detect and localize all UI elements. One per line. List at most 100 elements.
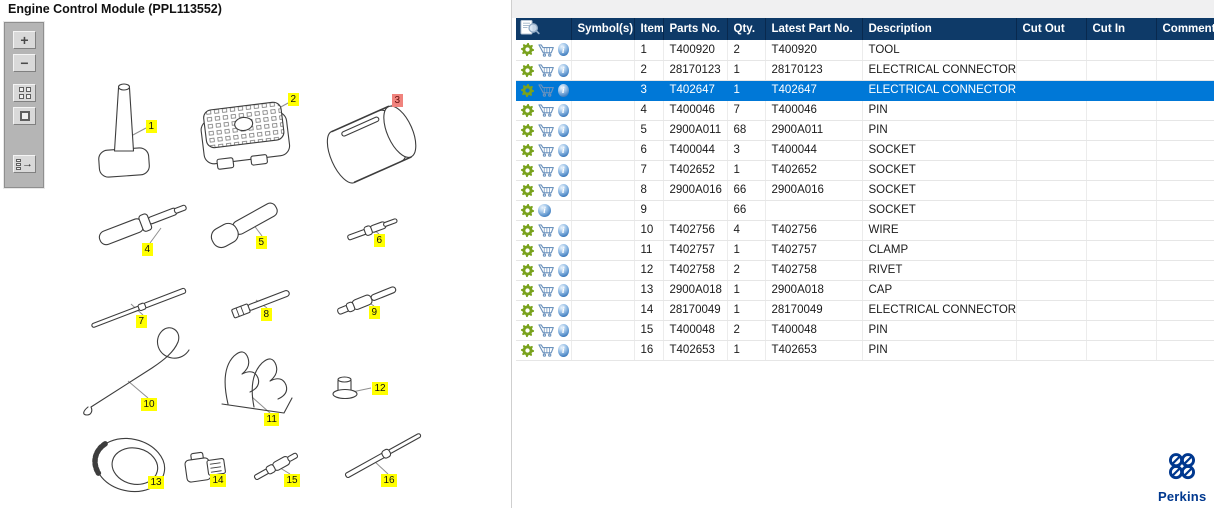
zoom-out-button[interactable]: − xyxy=(13,54,36,72)
cell-description[interactable]: ELECTRICAL CONNECTOR xyxy=(862,300,1017,321)
info-icon[interactable]: i xyxy=(558,103,569,117)
col-item[interactable]: Item xyxy=(633,18,663,40)
table-row[interactable]: i 3 T402647 1 T402647 ELECTRICAL CONNECT… xyxy=(516,80,1214,101)
cell-latest-part-no[interactable]: T402647 xyxy=(765,80,863,101)
cell-latest-part-no[interactable]: 28170049 xyxy=(765,300,863,321)
info-icon[interactable]: i xyxy=(558,83,569,97)
part-drawing-11[interactable] xyxy=(221,351,293,414)
table-row[interactable]: i 9 66 SOCKET xyxy=(516,200,1214,221)
info-icon[interactable]: i xyxy=(558,323,569,337)
callout-11[interactable]: 11 xyxy=(264,413,280,426)
callout-5[interactable]: 5 xyxy=(256,236,267,249)
info-icon[interactable]: i xyxy=(558,183,569,197)
cell-cut-out[interactable] xyxy=(1016,180,1087,201)
cell-description[interactable]: PIN xyxy=(862,100,1017,121)
gear-icon[interactable] xyxy=(520,63,535,78)
part-drawing-16[interactable] xyxy=(344,431,422,479)
callout-14[interactable]: 14 xyxy=(210,474,227,487)
cart-icon[interactable] xyxy=(538,303,555,317)
info-icon[interactable]: i xyxy=(558,143,569,157)
cart-icon[interactable] xyxy=(538,243,555,257)
table-row[interactable]: i 10 T402756 4 T402756 WIRE xyxy=(516,220,1214,241)
part-drawing-9[interactable] xyxy=(336,284,397,316)
zoom-in-button[interactable]: + xyxy=(13,31,36,49)
cell-latest-part-no[interactable]: 28170123 xyxy=(765,60,863,81)
col-cut-out[interactable]: Cut Out xyxy=(1015,18,1086,40)
cell-item[interactable]: 13 xyxy=(634,280,664,301)
part-drawing-8[interactable] xyxy=(231,288,290,319)
cell-parts-no[interactable]: T400048 xyxy=(663,320,728,341)
gear-icon[interactable] xyxy=(520,223,535,238)
cell-description[interactable]: PIN xyxy=(862,340,1017,361)
cell-parts-no[interactable] xyxy=(663,200,728,221)
cart-icon[interactable] xyxy=(538,103,555,117)
cell-comment[interactable] xyxy=(1156,200,1214,221)
cell-description[interactable]: PIN xyxy=(862,320,1017,341)
cell-parts-no[interactable]: T402757 xyxy=(663,240,728,261)
cart-icon[interactable] xyxy=(538,63,555,77)
cell-description[interactable]: RIVET xyxy=(862,260,1017,281)
cell-cut-in[interactable] xyxy=(1086,340,1157,361)
col-latest-part-no[interactable]: Latest Part No. xyxy=(764,18,862,40)
cell-cut-in[interactable] xyxy=(1086,80,1157,101)
cell-cut-in[interactable] xyxy=(1086,220,1157,241)
cell-latest-part-no[interactable]: T402756 xyxy=(765,220,863,241)
cell-symbols[interactable] xyxy=(571,100,635,121)
part-drawing-12[interactable] xyxy=(332,376,358,400)
cell-comment[interactable] xyxy=(1156,300,1214,321)
cell-parts-no[interactable]: 2900A018 xyxy=(663,280,728,301)
callout-10[interactable]: 10 xyxy=(141,398,158,411)
cell-parts-no[interactable]: T400044 xyxy=(663,140,728,161)
gear-icon[interactable] xyxy=(520,103,535,118)
col-comment[interactable]: Comment xyxy=(1155,18,1214,40)
cell-latest-part-no[interactable]: T402757 xyxy=(765,240,863,261)
cell-latest-part-no[interactable]: T400920 xyxy=(765,40,863,61)
cell-comment[interactable] xyxy=(1156,40,1214,61)
table-row[interactable]: i 13 2900A018 1 2900A018 CAP xyxy=(516,280,1214,301)
info-icon[interactable]: i xyxy=(558,163,569,177)
cell-symbols[interactable] xyxy=(571,40,635,61)
cell-description[interactable]: SOCKET xyxy=(862,140,1017,161)
gear-icon[interactable] xyxy=(520,243,535,258)
cell-cut-in[interactable] xyxy=(1086,320,1157,341)
cell-description[interactable]: SOCKET xyxy=(862,160,1017,181)
cell-description[interactable]: TOOL xyxy=(862,40,1017,61)
cell-symbols[interactable] xyxy=(571,300,635,321)
cell-cut-in[interactable] xyxy=(1086,300,1157,321)
cell-qty[interactable]: 3 xyxy=(727,140,766,161)
info-icon[interactable]: i xyxy=(558,43,569,57)
cell-cut-in[interactable] xyxy=(1086,260,1157,281)
cell-symbols[interactable] xyxy=(571,200,635,221)
cell-parts-no[interactable]: T400046 xyxy=(663,100,728,121)
cell-item[interactable]: 3 xyxy=(634,80,664,101)
cell-comment[interactable] xyxy=(1156,120,1214,141)
cell-latest-part-no[interactable]: T400048 xyxy=(765,320,863,341)
part-drawing-1[interactable] xyxy=(98,83,150,178)
cell-cut-out[interactable] xyxy=(1016,40,1087,61)
cell-symbols[interactable] xyxy=(571,340,635,361)
table-row[interactable]: i 14 28170049 1 28170049 ELECTRICAL CONN… xyxy=(516,300,1214,321)
cell-comment[interactable] xyxy=(1156,140,1214,161)
cell-parts-no[interactable]: 2900A011 xyxy=(663,120,728,141)
callout-13[interactable]: 13 xyxy=(148,476,165,489)
cell-cut-in[interactable] xyxy=(1086,180,1157,201)
parts-search-icon[interactable] xyxy=(520,20,540,35)
cart-icon[interactable] xyxy=(538,263,555,277)
cell-comment[interactable] xyxy=(1156,340,1214,361)
info-icon[interactable]: i xyxy=(558,243,569,257)
cell-description[interactable]: CAP xyxy=(862,280,1017,301)
cell-latest-part-no[interactable] xyxy=(765,200,863,221)
cart-icon[interactable] xyxy=(538,143,555,157)
cell-description[interactable]: PIN xyxy=(862,120,1017,141)
cell-comment[interactable] xyxy=(1156,80,1214,101)
callout-4[interactable]: 4 xyxy=(142,243,153,256)
cell-cut-in[interactable] xyxy=(1086,160,1157,181)
cell-symbols[interactable] xyxy=(571,260,635,281)
cart-icon[interactable] xyxy=(538,163,555,177)
cell-cut-out[interactable] xyxy=(1016,60,1087,81)
cell-parts-no[interactable]: T400920 xyxy=(663,40,728,61)
cell-description[interactable]: SOCKET xyxy=(862,180,1017,201)
cell-symbols[interactable] xyxy=(571,220,635,241)
cell-symbols[interactable] xyxy=(571,240,635,261)
cell-latest-part-no[interactable]: 2900A016 xyxy=(765,180,863,201)
